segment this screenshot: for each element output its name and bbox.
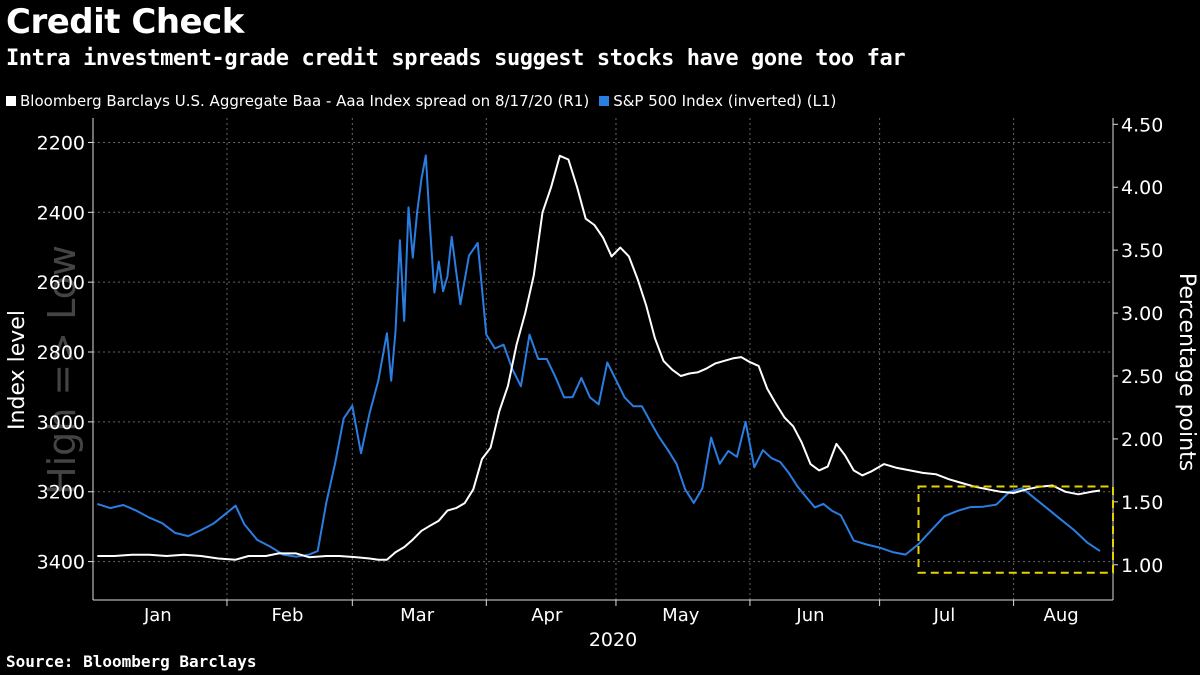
source-note: Source: Bloomberg Barclays	[6, 652, 257, 671]
legend: Bloomberg Barclays U.S. Aggregate Baa - …	[6, 92, 836, 110]
left-tick-label: 3400	[37, 552, 85, 574]
right-tick-label: 1.50	[1121, 492, 1163, 514]
right-tick-label: 4.00	[1121, 177, 1163, 199]
left-axis-label: Index level	[5, 310, 30, 430]
legend-label-spread: Bloomberg Barclays U.S. Aggregate Baa - …	[20, 92, 590, 110]
series-line-spx	[96, 154, 1101, 558]
right-tick-label: 3.00	[1121, 303, 1163, 325]
left-tick-label: 3000	[37, 412, 85, 434]
series-line-spread	[97, 154, 1101, 561]
right-axis-label: Percentage points	[1174, 273, 1199, 471]
x-tick-label: Jul	[933, 605, 956, 626]
right-tick-label: 4.50	[1121, 114, 1163, 136]
x-tick-label: Apr	[531, 605, 563, 626]
x-tick-label: Aug	[1044, 605, 1079, 626]
left-tick-label: 2400	[37, 202, 85, 224]
right-tick-label: 2.50	[1121, 366, 1163, 388]
right-tick-label: 1.00	[1121, 555, 1163, 577]
left-tick-label: 2800	[37, 342, 85, 364]
x-tick-label: Feb	[272, 605, 304, 626]
x-tick-label: May	[662, 605, 700, 626]
x-tick-label: Mar	[400, 605, 435, 626]
legend-swatch-spx	[599, 96, 610, 106]
chart-subtitle: Intra investment-grade credit spreads su…	[6, 46, 906, 71]
left-tick-label: 3200	[37, 482, 85, 504]
watermark-text: High => Low	[40, 245, 84, 495]
legend-item-spx: S&P 500 Index (inverted) (L1)	[599, 92, 836, 110]
x-tick-label: Jun	[795, 605, 824, 626]
x-tick-label: Jan	[143, 605, 172, 626]
legend-label-spx: S&P 500 Index (inverted) (L1)	[613, 92, 837, 110]
right-tick-label: 3.50	[1121, 240, 1163, 262]
highlight-box	[917, 485, 1115, 574]
chart-title: Credit Check	[6, 2, 244, 42]
legend-item-spread: Bloomberg Barclays U.S. Aggregate Baa - …	[6, 92, 589, 110]
right-tick-label: 2.00	[1121, 429, 1163, 451]
left-tick-label: 2200	[37, 132, 85, 154]
legend-swatch-spread	[6, 96, 16, 106]
left-tick-label: 2600	[37, 272, 85, 294]
x-axis-label: 2020	[589, 629, 637, 651]
